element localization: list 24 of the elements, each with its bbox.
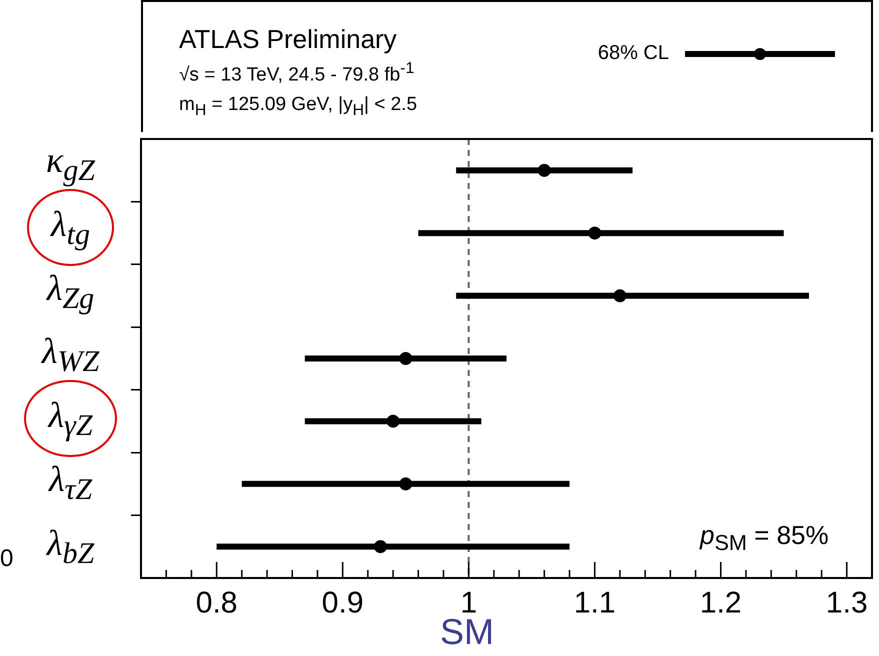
point <box>613 289 626 302</box>
annotation: p$_{SM}$ = 85% <box>700 520 829 556</box>
y-tick-label: λ$_{bZ}$ <box>46 522 94 570</box>
y-tick-label: κ$_{gZ}$ <box>46 140 95 188</box>
point <box>538 164 551 177</box>
y-tick-label: λ$_{tg}$ <box>51 204 90 252</box>
text: 0 <box>0 545 14 573</box>
chart-title: ATLAS Preliminary <box>179 24 397 54</box>
x-tick-label: 0.9 <box>322 586 364 620</box>
point <box>386 414 400 428</box>
point <box>374 540 387 554</box>
y-tick-label: λ$_{γZ}$ <box>48 395 93 442</box>
point <box>399 477 412 490</box>
x-tick-label: 1.2 <box>700 586 742 620</box>
y-tick-label: λ$_{WZ}$ <box>42 331 100 379</box>
x-tick-label: 1.1 <box>574 586 616 620</box>
text: 68% CL <box>598 42 669 65</box>
text: √s = 13 TeV, 24.5 - 79.8 fb$^{-1}$ m$_{H}$ = 125.09 GeV, |y$_{H}$| < 2.5 <box>179 60 418 119</box>
x-tick-label: 1.3 <box>826 586 868 620</box>
point <box>399 352 412 365</box>
y-tick-label: λ$_{τZ}$ <box>48 458 92 506</box>
point <box>588 226 602 240</box>
y-tick-label: λ$_{Zg}$ <box>46 268 94 315</box>
x-tick-label: 0.8 <box>196 586 238 620</box>
